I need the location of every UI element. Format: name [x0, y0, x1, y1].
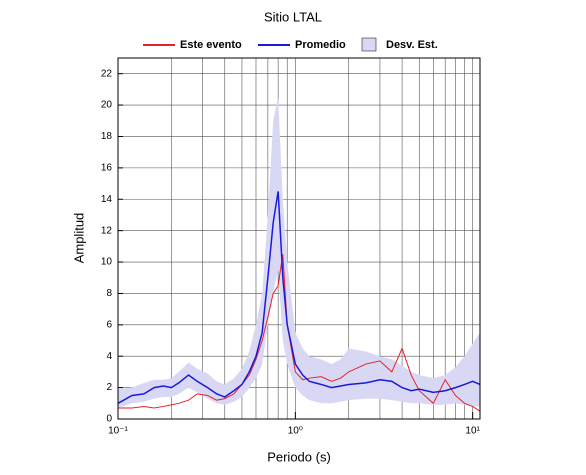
- y-tick-label: 14: [101, 194, 113, 205]
- x-axis-label: Periodo (s): [267, 449, 331, 464]
- legend-label: Desv. Est.: [386, 39, 438, 51]
- legend-swatch: [361, 37, 377, 52]
- y-tick-label: 18: [101, 131, 113, 142]
- y-tick-label: 2: [106, 382, 112, 393]
- y-axis-label: Amplitud: [71, 213, 86, 264]
- y-tick-label: 10: [101, 257, 113, 268]
- std-band: [118, 97, 480, 409]
- y-tick-label: 20: [101, 100, 113, 111]
- x-tick-label: 10⁰: [288, 426, 303, 437]
- y-tick-label: 8: [106, 288, 112, 299]
- x-tick-label: 10⁻¹: [108, 426, 128, 437]
- y-tick-label: 4: [106, 351, 112, 362]
- y-tick-label: 6: [106, 319, 112, 330]
- x-tick-label: 10¹: [465, 426, 480, 437]
- plot-frame: [117, 57, 481, 420]
- series-line: [118, 254, 481, 412]
- y-tick-label: 12: [101, 225, 113, 236]
- legend-label: Promedio: [295, 39, 346, 51]
- y-tick-label: 0: [106, 414, 112, 425]
- series-line: [117, 191, 481, 404]
- legend-label: Este evento: [180, 39, 242, 51]
- chart-title: Sitio LTAL: [264, 9, 322, 24]
- y-tick-label: 16: [101, 163, 113, 174]
- y-tick-label: 22: [101, 68, 113, 79]
